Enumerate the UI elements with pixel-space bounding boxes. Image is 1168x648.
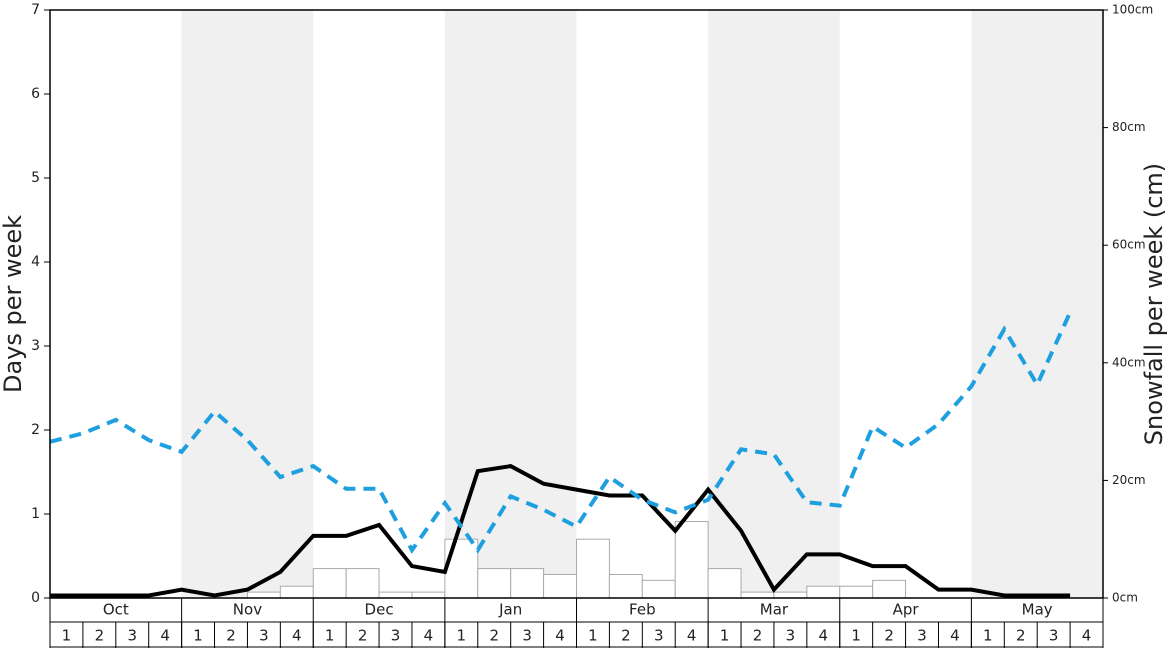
month-shade: [708, 10, 840, 598]
y2-tick-label: 60cm: [1112, 238, 1146, 252]
x-tick-label: 4: [687, 627, 697, 645]
y-tick-label: 6: [31, 86, 40, 102]
bar: [444, 538, 479, 599]
bar: [641, 579, 676, 599]
month-label: Dec: [365, 601, 394, 619]
x-tick-label: 1: [720, 627, 730, 645]
x-tick-label: 1: [851, 627, 861, 645]
month-shade: [181, 10, 314, 598]
bar: [872, 579, 907, 599]
y2-tick-label: 80cm: [1112, 120, 1146, 134]
month-label: Oct: [103, 601, 129, 619]
month-label: Feb: [629, 601, 656, 619]
y2-tick-label: 100cm: [1112, 3, 1153, 17]
x-tick-label: 1: [588, 627, 598, 645]
x-tick-label: 3: [127, 627, 137, 645]
y2-axis-title: Snowfall per week (cm): [1140, 163, 1168, 445]
y-tick-label: 0: [31, 590, 40, 606]
x-tick-label: 2: [226, 627, 236, 645]
x-tick-label: 2: [489, 627, 499, 645]
bar: [608, 573, 643, 599]
x-tick-label: 1: [193, 627, 203, 645]
x-tick-label: 2: [358, 627, 368, 645]
bar: [773, 591, 808, 599]
y-tick-label: 4: [31, 254, 40, 270]
month-label: Jan: [498, 601, 522, 619]
bar: [477, 568, 512, 599]
y-tick-label: 7: [31, 2, 40, 18]
x-tick-label: 4: [1082, 627, 1092, 645]
bar: [279, 585, 314, 599]
line: [49, 311, 1072, 554]
x-tick-label: 1: [457, 627, 467, 645]
month-label: May: [1022, 601, 1053, 619]
bar: [312, 568, 347, 599]
month-label: Nov: [233, 601, 262, 619]
x-tick-label: 4: [292, 627, 302, 645]
y2-tick-label: 0cm: [1112, 591, 1138, 605]
bar: [839, 585, 874, 599]
y-tick-label: 2: [31, 422, 40, 438]
x-tick-label: 3: [391, 627, 401, 645]
x-tick-label: 3: [1049, 627, 1059, 645]
x-tick-label: 3: [259, 627, 269, 645]
x-tick-label: 4: [819, 627, 829, 645]
x-tick-label: 2: [1016, 627, 1026, 645]
bar: [543, 573, 577, 599]
month-shade: [971, 10, 1103, 598]
y-axis-title: Days per week: [0, 215, 27, 393]
line: [50, 464, 1071, 598]
x-tick-label: 1: [62, 627, 72, 645]
y2-tick-label: 40cm: [1112, 355, 1146, 369]
bar: [806, 585, 841, 599]
bar: [740, 591, 775, 599]
y-tick-label: 3: [31, 338, 40, 354]
x-tick-label: 4: [555, 627, 565, 645]
bar: [707, 568, 742, 599]
x-tick-label: 1: [325, 627, 335, 645]
x-tick-label: 2: [753, 627, 763, 645]
y2-tick-label: 20cm: [1112, 473, 1146, 487]
x-tick-label: 2: [621, 627, 631, 645]
x-tick-label: 1: [983, 627, 993, 645]
x-tick-label: 3: [522, 627, 532, 645]
bar: [246, 591, 281, 599]
y-tick-label: 1: [31, 506, 40, 522]
x-tick-label: 3: [786, 627, 796, 645]
bar: [378, 591, 413, 599]
bar: [510, 568, 545, 599]
x-tick-label: 3: [917, 627, 927, 645]
x-tick-label: 2: [884, 627, 894, 645]
x-tick-label: 3: [654, 627, 664, 645]
x-tick-label: 4: [160, 627, 170, 645]
x-tick-label: 4: [424, 627, 434, 645]
x-tick-label: 4: [950, 627, 960, 645]
y-tick-label: 5: [31, 170, 40, 186]
bar: [345, 568, 380, 599]
bar: [576, 538, 610, 599]
x-tick-label: 2: [95, 627, 105, 645]
bar: [674, 521, 709, 599]
month-label: Mar: [760, 601, 789, 619]
bar: [411, 591, 446, 599]
month-label: Apr: [893, 601, 920, 619]
